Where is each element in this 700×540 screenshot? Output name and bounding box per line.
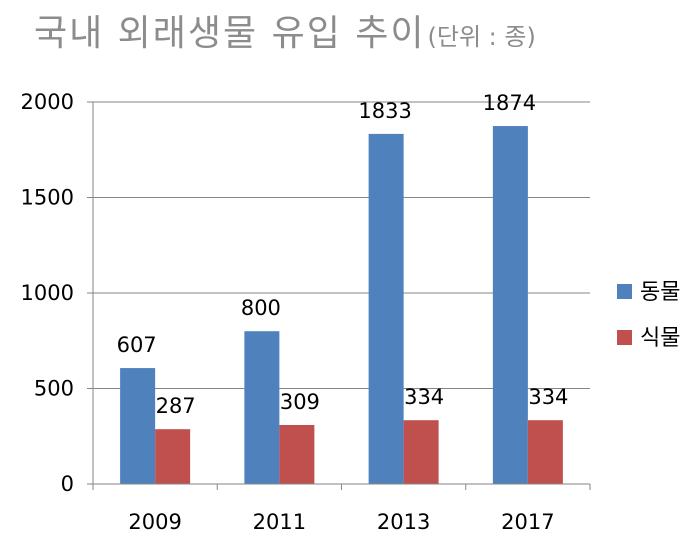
- bar-plant: [279, 424, 315, 484]
- data-label-animal: 1833: [358, 99, 411, 123]
- data-label-plant: 287: [156, 394, 196, 418]
- x-axis-ticks: 2009 2011 2013 2017: [128, 510, 554, 534]
- data-label-plant: 334: [404, 385, 444, 409]
- y-tick-label: 1000: [21, 281, 74, 305]
- legend-label-animal: 동물: [640, 280, 680, 305]
- chart-title: 국내 외래생물 유입 추이(단위 : 종): [34, 4, 536, 56]
- data-label-plant: 309: [280, 390, 320, 414]
- bar-animal: [368, 133, 404, 484]
- data-labels: 607 287 800 309 1833 334 1874 334: [117, 91, 569, 418]
- data-label-animal: 1874: [483, 91, 536, 115]
- data-label-animal: 607: [117, 333, 157, 357]
- y-tick-label: 2000: [21, 90, 74, 114]
- x-tick-label: 2011: [253, 510, 306, 534]
- bar-animal: [120, 368, 156, 484]
- y-axis-ticks: 0 500 1000 1500 2000: [21, 90, 93, 496]
- bar-plant: [155, 429, 191, 484]
- axes: [92, 102, 591, 490]
- legend-swatch-plant: [617, 330, 632, 345]
- data-label-plant: 334: [528, 385, 568, 409]
- y-tick-label: 500: [34, 377, 74, 401]
- bar-plant: [527, 420, 563, 484]
- bar-plant: [403, 420, 439, 484]
- chart-title-main: 국내 외래생물 유입 추이: [34, 13, 426, 54]
- legend-label-plant: 식물: [640, 326, 680, 351]
- data-label-animal: 800: [241, 296, 281, 320]
- x-tick-label: 2013: [377, 510, 430, 534]
- legend-swatch-animal: [617, 284, 632, 299]
- bars: [120, 126, 563, 484]
- x-tick-label: 2009: [128, 510, 181, 534]
- x-tick-label: 2017: [501, 510, 554, 534]
- y-tick-label: 1500: [21, 186, 74, 210]
- bar-animal: [244, 331, 280, 484]
- bar-animal: [492, 126, 528, 484]
- chart-unit-note: (단위 : 종): [427, 23, 536, 51]
- y-tick-label: 0: [61, 472, 74, 496]
